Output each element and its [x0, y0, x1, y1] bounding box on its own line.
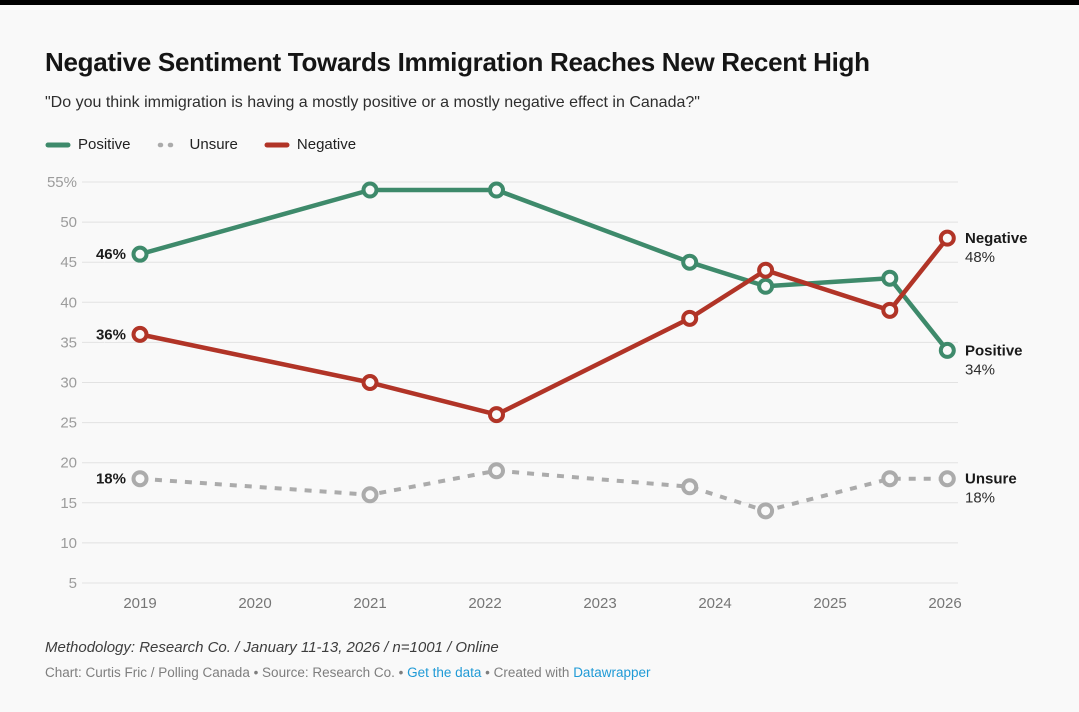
legend-item-label: Positive	[78, 136, 131, 153]
data-point-unsure	[757, 502, 775, 520]
legend-item-negative: Negative	[264, 136, 356, 153]
y-tick-label: 5	[69, 575, 77, 592]
y-tick-label: 55%	[47, 174, 77, 191]
y-tick-label: 30	[60, 375, 77, 392]
x-tick-label: 2023	[583, 595, 616, 612]
y-tick-label: 15	[60, 495, 77, 512]
credit-text: Chart: Curtis Fric / Polling Canada • So…	[45, 665, 408, 680]
end-series-value-unsure: 18%	[965, 490, 995, 507]
x-tick-label: 2021	[353, 595, 386, 612]
y-tick-label: 50	[60, 214, 77, 231]
legend: Positive Unsure Negative	[45, 136, 382, 153]
data-point-negative	[488, 406, 505, 424]
window-top-border	[0, 0, 1079, 5]
datawrapper-link[interactable]: Datawrapper	[573, 665, 651, 680]
solid-line-swatch-icon	[264, 142, 290, 147]
chart-subtitle: "Do you think immigration is having a mo…	[45, 94, 700, 111]
data-point-positive	[131, 245, 149, 263]
legend-item-label: Unsure	[189, 136, 238, 153]
data-point-unsure	[131, 470, 149, 488]
y-tick-label: 45	[60, 254, 77, 271]
data-point-unsure	[681, 478, 699, 496]
data-point-positive	[488, 181, 505, 199]
x-tick-label: 2026	[928, 595, 961, 612]
end-series-value-positive: 34%	[965, 361, 995, 378]
y-tick-label: 40	[60, 294, 77, 311]
end-series-name-negative: Negative	[965, 230, 1028, 247]
data-point-positive	[938, 341, 956, 359]
credit-text: • Created with	[481, 665, 574, 680]
data-point-negative	[361, 374, 379, 391]
data-point-unsure	[938, 470, 956, 488]
end-series-value-negative: 48%	[965, 249, 995, 266]
credit-line: Chart: Curtis Fric / Polling Canada • So…	[45, 665, 650, 680]
x-tick-label: 2025	[813, 595, 846, 612]
data-point-positive	[757, 277, 775, 295]
series-line-unsure	[139, 468, 948, 513]
dashed-line-swatch-icon	[157, 142, 182, 147]
x-tick-label: 2022	[468, 595, 501, 612]
x-tick-label: 2024	[698, 595, 731, 612]
y-tick-label: 35	[60, 334, 77, 351]
data-point-positive	[681, 253, 699, 271]
legend-item-label: Negative	[296, 136, 357, 153]
data-point-negative	[131, 325, 149, 343]
data-point-negative	[938, 229, 956, 247]
start-value-label-positive: 46%	[96, 246, 126, 263]
data-point-negative	[757, 261, 775, 279]
data-point-unsure	[361, 486, 379, 504]
end-series-name-unsure: Unsure	[965, 471, 1017, 488]
start-value-label-negative: 36%	[96, 326, 126, 343]
y-tick-label: 25	[60, 415, 77, 432]
data-point-unsure	[488, 462, 505, 480]
start-value-label-unsure: 18%	[96, 471, 126, 488]
y-tick-label: 20	[60, 455, 77, 472]
chart-title: Negative Sentiment Towards Immigration R…	[45, 47, 870, 77]
data-point-positive	[361, 181, 379, 199]
methodology-note: Methodology: Research Co. / January 11-1…	[45, 639, 499, 656]
solid-line-swatch-icon	[45, 142, 71, 147]
y-tick-label: 10	[60, 535, 77, 552]
get-the-data-link[interactable]: Get the data	[407, 665, 482, 680]
data-point-unsure	[881, 470, 899, 488]
series-line-positive	[139, 187, 950, 352]
x-tick-label: 2019	[123, 595, 156, 612]
data-point-negative	[681, 309, 699, 327]
legend-item-positive: Positive	[45, 136, 131, 153]
data-point-negative	[881, 301, 899, 319]
end-series-name-positive: Positive	[965, 342, 1023, 359]
data-point-positive	[881, 269, 899, 287]
legend-item-unsure: Unsure	[157, 136, 238, 153]
x-tick-label: 2020	[238, 595, 271, 612]
series-line-negative	[139, 236, 950, 417]
